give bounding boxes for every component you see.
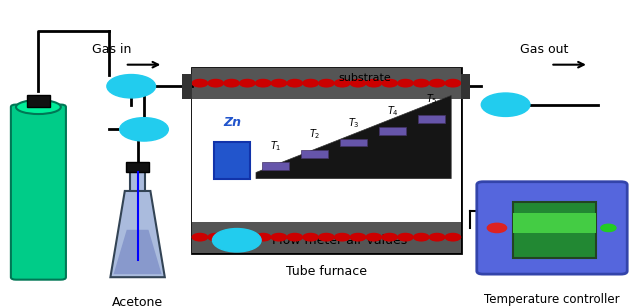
Text: $T_4$: $T_4$: [387, 104, 399, 118]
Text: Zn: Zn: [223, 116, 241, 129]
Text: $T_2$: $T_2$: [309, 127, 320, 141]
FancyBboxPatch shape: [192, 68, 461, 99]
FancyBboxPatch shape: [379, 127, 406, 135]
Circle shape: [487, 223, 507, 233]
Text: $T_5$: $T_5$: [426, 92, 438, 106]
Circle shape: [350, 233, 365, 241]
Circle shape: [382, 79, 397, 87]
Circle shape: [255, 233, 271, 241]
FancyBboxPatch shape: [192, 222, 461, 253]
Polygon shape: [256, 95, 451, 179]
Circle shape: [120, 118, 168, 141]
Circle shape: [481, 93, 530, 116]
Text: substrate: substrate: [339, 73, 391, 83]
FancyBboxPatch shape: [214, 142, 250, 179]
Circle shape: [107, 75, 156, 98]
Circle shape: [208, 233, 223, 241]
FancyBboxPatch shape: [340, 139, 367, 147]
Circle shape: [445, 233, 461, 241]
Circle shape: [208, 79, 223, 87]
Circle shape: [335, 233, 350, 241]
FancyBboxPatch shape: [418, 116, 445, 123]
FancyBboxPatch shape: [513, 213, 596, 233]
Text: Flow meter air values: Flow meter air values: [272, 234, 407, 247]
FancyBboxPatch shape: [192, 68, 461, 253]
Circle shape: [224, 79, 239, 87]
FancyBboxPatch shape: [301, 150, 328, 158]
Circle shape: [239, 79, 255, 87]
FancyBboxPatch shape: [513, 202, 596, 258]
Text: $T_3$: $T_3$: [348, 116, 360, 130]
Text: Acetone: Acetone: [112, 296, 163, 308]
FancyBboxPatch shape: [192, 99, 461, 222]
Text: Gas out: Gas out: [520, 43, 568, 56]
Text: Tube furnace: Tube furnace: [286, 265, 367, 278]
FancyBboxPatch shape: [130, 172, 145, 191]
Circle shape: [271, 233, 287, 241]
FancyBboxPatch shape: [182, 74, 192, 99]
Circle shape: [398, 79, 413, 87]
Polygon shape: [114, 230, 161, 274]
Circle shape: [192, 79, 207, 87]
Circle shape: [366, 233, 381, 241]
Circle shape: [303, 79, 318, 87]
Circle shape: [445, 79, 461, 87]
Circle shape: [287, 233, 303, 241]
Circle shape: [429, 233, 445, 241]
Polygon shape: [110, 191, 165, 277]
FancyBboxPatch shape: [262, 162, 289, 170]
Circle shape: [398, 233, 413, 241]
Text: Temperature controller: Temperature controller: [484, 293, 620, 306]
Circle shape: [601, 224, 616, 232]
FancyBboxPatch shape: [126, 162, 149, 172]
Text: $T_1$: $T_1$: [269, 139, 282, 153]
Circle shape: [239, 233, 255, 241]
Circle shape: [303, 233, 318, 241]
Circle shape: [192, 233, 207, 241]
Circle shape: [350, 79, 365, 87]
FancyBboxPatch shape: [11, 104, 66, 280]
Circle shape: [413, 79, 429, 87]
Ellipse shape: [16, 100, 61, 114]
Circle shape: [413, 233, 429, 241]
Circle shape: [335, 79, 350, 87]
Circle shape: [212, 229, 261, 252]
Circle shape: [319, 233, 334, 241]
Circle shape: [319, 79, 334, 87]
Circle shape: [382, 233, 397, 241]
FancyBboxPatch shape: [477, 182, 627, 274]
FancyBboxPatch shape: [461, 74, 470, 99]
Circle shape: [271, 79, 287, 87]
FancyBboxPatch shape: [28, 95, 50, 107]
Circle shape: [429, 79, 445, 87]
Circle shape: [224, 233, 239, 241]
Circle shape: [366, 79, 381, 87]
Circle shape: [287, 79, 303, 87]
Text: Gas in: Gas in: [92, 43, 132, 56]
Circle shape: [255, 79, 271, 87]
